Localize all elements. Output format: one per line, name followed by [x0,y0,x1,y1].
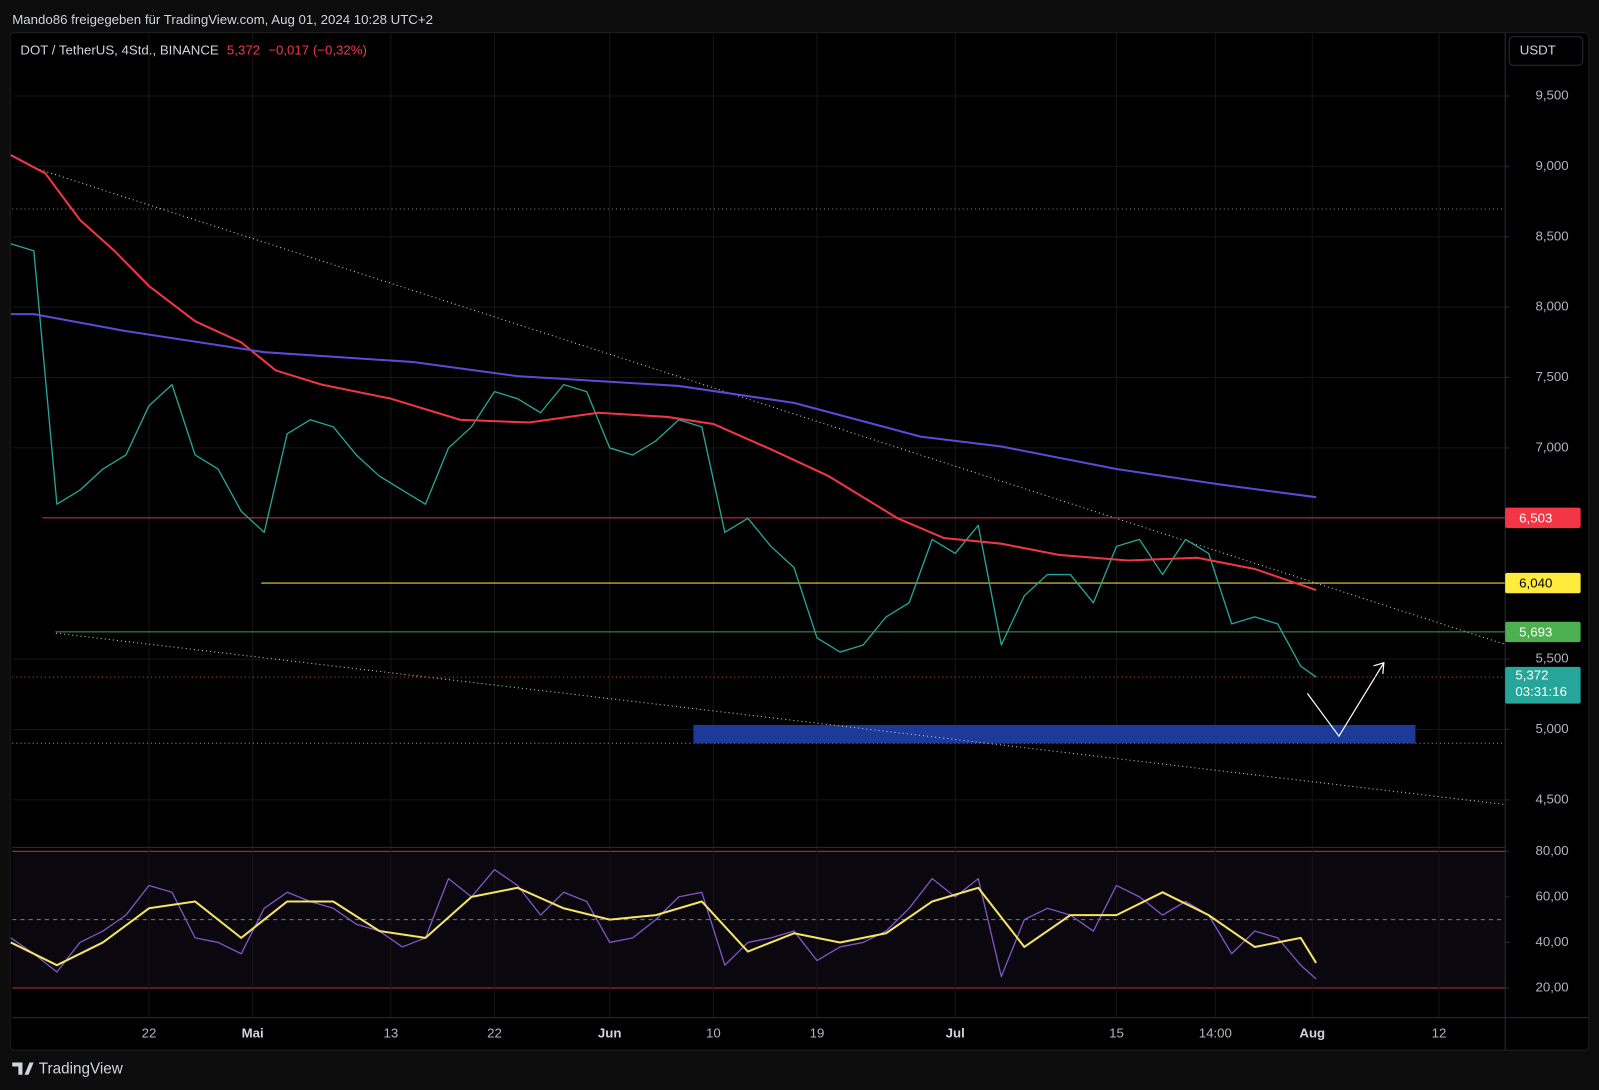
price-level-label: 6,503 [1519,510,1552,525]
series-line [10,886,1317,967]
projection-arrow [1306,662,1385,738]
x-tick-label: Mai [242,1025,264,1040]
x-tick-label: Jul [946,1025,965,1040]
share-header: Mando86 freigegeben für TradingView.com,… [12,12,433,27]
trendline-lower [56,632,1506,806]
y-tick-label: 7,500 [1536,369,1569,384]
series-line [10,154,1317,592]
x-tick-label: Jun [598,1025,622,1040]
y-tick-label: 4,500 [1536,791,1569,806]
y-tick-label: 9,000 [1536,158,1569,173]
x-tick-label: 19 [810,1025,825,1040]
series-line [10,313,1317,499]
price-level-label: 6,040 [1519,576,1552,591]
price-level-tag [1505,507,1581,529]
series-line [10,868,1317,980]
x-tick-label: Aug [1299,1025,1325,1040]
series-line [10,243,1317,678]
grid-layer [12,32,1506,1018]
y-tick-label: 9,500 [1536,87,1569,102]
data-layer [10,154,1506,980]
arrow-head [1373,661,1385,675]
y-tick-label: 7,000 [1536,439,1569,454]
price-level-label: 5,693 [1519,624,1552,639]
current-price-label: 5,372 [1515,668,1548,683]
trendline-upper [35,167,1506,645]
currency-label: USDT [1520,42,1556,57]
countdown-label: 03:31:16 [1515,684,1567,699]
y-tick-label: 5,500 [1536,651,1569,666]
y-tick-label: 60,00 [1536,888,1569,903]
symbol-title: DOT / TetherUS, 4Std., BINANCE [20,42,219,57]
x-tick-label: 15 [1109,1025,1124,1040]
y-tick-label: 40,00 [1536,934,1569,949]
x-tick-label: 10 [706,1025,721,1040]
x-tick-label: 22 [487,1025,502,1040]
price-change: −0,017 (−0,32%) [268,42,367,57]
x-tick-label: 12 [1432,1025,1447,1040]
currency-button[interactable] [1508,36,1584,66]
chart-pane [9,32,1590,1051]
footer-brand: TradingView [39,1061,124,1078]
y-tick-label: 8,500 [1536,228,1569,243]
y-tick-label: 80,00 [1536,843,1569,858]
price-level-tag [1505,572,1581,594]
x-tick-label: 13 [383,1025,398,1040]
tradingview-logo [12,1062,34,1075]
x-tick-label: 14:00 [1199,1025,1232,1040]
price-level-tag [1505,621,1581,643]
y-tick-label: 20,00 [1536,979,1569,994]
current-price-tag [1505,666,1581,704]
support-zone [693,724,1416,744]
last-price: 5,372 [227,42,260,57]
y-tick-label: 5,000 [1536,721,1569,736]
x-tick-label: 22 [142,1025,157,1040]
y-tick-label: 8,000 [1536,299,1569,314]
